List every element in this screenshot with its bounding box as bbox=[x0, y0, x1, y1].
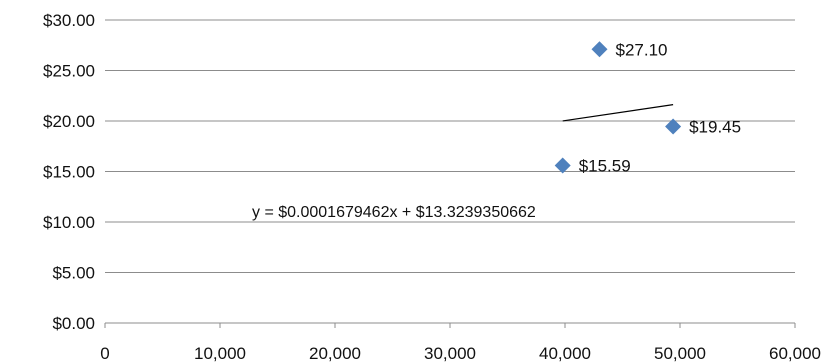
y-tick-label: $30.00 bbox=[43, 11, 95, 30]
y-tick-label: $15.00 bbox=[43, 163, 95, 182]
trendline-group bbox=[562, 104, 674, 122]
x-tick-label: 0 bbox=[100, 344, 109, 363]
y-tick-label: $20.00 bbox=[43, 112, 95, 131]
data-label: $15.59 bbox=[579, 157, 631, 176]
y-tick-label: $0.00 bbox=[52, 314, 95, 333]
trendline-equation: y = $0.0001679462x + $13.3239350662 bbox=[252, 204, 536, 221]
data-label: $19.45 bbox=[689, 118, 741, 137]
y-tick-label: $5.00 bbox=[52, 264, 95, 283]
trendline bbox=[562, 104, 674, 122]
data-point bbox=[591, 41, 608, 58]
x-tick-label: 30,000 bbox=[424, 344, 476, 363]
data-label: $27.10 bbox=[616, 40, 668, 59]
x-tick-label: 50,000 bbox=[654, 344, 706, 363]
y-tick-label: $10.00 bbox=[43, 213, 95, 232]
data-point bbox=[665, 118, 682, 135]
x-tick-label: 20,000 bbox=[309, 344, 361, 363]
data-labels: $27.10 $19.45 $15.59 bbox=[579, 40, 741, 175]
x-tick-label: 40,000 bbox=[539, 344, 591, 363]
data-points bbox=[554, 41, 682, 174]
y-tick-label: $25.00 bbox=[43, 62, 95, 81]
x-tick-label: 10,000 bbox=[194, 344, 246, 363]
x-tick-label: 60,000 bbox=[769, 344, 821, 363]
data-point bbox=[554, 157, 571, 174]
axes: $0.00 $5.00 $10.00 $15.00 $20.00 $25.00 $30.00… bbox=[43, 11, 821, 363]
gridlines bbox=[105, 19, 795, 273]
